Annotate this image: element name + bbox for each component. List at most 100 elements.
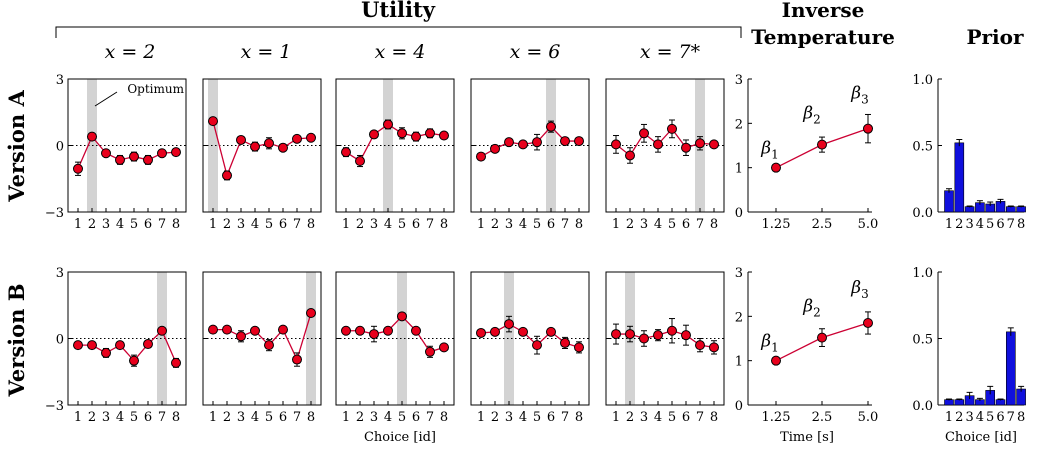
xtick-label-r1-p4: 6: [547, 217, 555, 232]
data-point-r2-p4: [574, 342, 584, 353]
prior-bar-r2: [954, 399, 965, 406]
data-point-r1-p2: [250, 141, 260, 152]
data-point-r1-p2: [222, 170, 232, 181]
ytick-label-r2-p1: −3: [45, 399, 64, 414]
prior-ytick-label-r2: 0.5: [912, 333, 933, 348]
beta-xtick-label-r2: 5.0: [858, 410, 879, 425]
beta-ytick-label-r2: 0: [735, 399, 743, 414]
data-point-r1-p2: [236, 134, 246, 145]
data-point-r1-p3: [383, 119, 393, 130]
prior-xtick-label-r1: 1: [945, 217, 953, 232]
xtick-label-r1-p3: 5: [398, 217, 406, 232]
panel-title-5: x = 7*: [640, 41, 701, 63]
optimum-band-r1-p2: [208, 79, 218, 212]
xtick-label-r1-p2: 4: [251, 217, 259, 232]
data-point-r2-p4: [560, 337, 570, 348]
utility-bracket: [55, 26, 742, 38]
data-point-r1-p1: [143, 154, 153, 165]
xtick-label-r2-p1: 2: [88, 410, 96, 425]
data-point-r2-p5: [639, 333, 649, 344]
prior-xlabel: Choice [id]: [945, 430, 1017, 445]
ytick-label-r2-p1: 0: [56, 333, 64, 348]
xtick-label-r1-p1: 3: [102, 217, 110, 232]
data-point-r1-p4: [490, 143, 500, 154]
data-point-r1-p5: [695, 138, 705, 149]
data-point-r1-p1: [101, 148, 111, 159]
data-point-r1-p5: [625, 150, 635, 161]
data-point-r2-p3: [397, 311, 407, 322]
data-point-r1-p1: [87, 131, 97, 142]
xtick-label-r1-p5: 1: [612, 217, 620, 232]
data-point-r1-p4: [560, 136, 570, 147]
xtick-label-r1-p3: 6: [412, 217, 420, 232]
prior-bar-r1: [954, 142, 965, 213]
prior-xtick-label-r2: 1: [945, 410, 953, 425]
prior-bar-r2: [1005, 331, 1016, 406]
data-point-r2-p3: [425, 346, 435, 357]
prior-xtick-label-r2: 4: [976, 410, 984, 425]
xtick-label-r2-p5: 3: [640, 410, 648, 425]
beta-ytick-label-r1: 0: [735, 206, 743, 221]
xtick-label-r2-p4: 6: [547, 410, 555, 425]
xtick-label-r2-p4: 1: [477, 410, 485, 425]
data-point-r2-p1: [115, 340, 125, 351]
xtick-label-r2-p4: 4: [519, 410, 527, 425]
data-point-r1-p3: [411, 131, 421, 142]
xtick-label-r2-p4: 8: [575, 410, 583, 425]
xtick-label-r1-p3: 4: [384, 217, 392, 232]
xtick-label-r1-p5: 4: [654, 217, 662, 232]
data-point-r2-p4: [546, 326, 556, 337]
data-point-r1-p2: [278, 142, 288, 153]
data-point-r1-p4: [518, 139, 528, 150]
data-point-r2-p5: [625, 329, 635, 340]
prior-ytick-label-r1: 1.0: [912, 73, 933, 88]
xtick-label-r2-p5: 5: [668, 410, 676, 425]
xtick-label-r2-p4: 5: [533, 410, 541, 425]
data-point-r1-p3: [397, 128, 407, 139]
prior-title: Prior: [966, 25, 1024, 49]
xtick-label-r1-p5: 6: [682, 217, 690, 232]
xtick-label-r1-p5: 5: [668, 217, 676, 232]
data-point-r2-p3: [355, 325, 365, 336]
series-line-r1-p2: [212, 120, 312, 178]
beta-point-r1: [771, 162, 781, 173]
beta-label-r2: β3: [850, 278, 868, 301]
panel-title-4: x = 6: [510, 41, 561, 63]
xtick-label-r2-p2: 4: [251, 410, 259, 425]
ytick-label-r1-p1: −3: [45, 206, 64, 221]
data-point-r2-p3: [439, 342, 449, 353]
ytick-label-r1-p1: 3: [56, 73, 64, 88]
xtick-label-r2-p2: 6: [279, 410, 287, 425]
data-point-r1-p1: [115, 154, 125, 165]
xtick-label-r2-p1: 1: [74, 410, 82, 425]
xtick-label-r2-p1: 5: [130, 410, 138, 425]
data-point-r1-p4: [546, 121, 556, 132]
utility-xlabel: Choice [id]: [364, 430, 436, 445]
beta-point-r2: [771, 355, 781, 366]
xtick-label-r2-p2: 2: [223, 410, 231, 425]
xtick-label-r1-p1: 5: [130, 217, 138, 232]
xtick-label-r1-p1: 2: [88, 217, 96, 232]
beta-label-r1: β1: [760, 139, 778, 162]
xtick-label-r2-p3: 6: [412, 410, 420, 425]
beta-xtick-label-r2: 1.25: [762, 410, 791, 425]
xtick-label-r1-p5: 3: [640, 217, 648, 232]
xtick-label-r2-p2: 3: [237, 410, 245, 425]
data-point-r2-p4: [490, 326, 500, 337]
data-point-r2-p5: [653, 330, 663, 341]
data-point-r2-p1: [101, 347, 111, 358]
data-point-r1-p1: [129, 151, 139, 162]
data-point-r2-p2: [292, 354, 302, 365]
prior-xtick-label-r2: 8: [1017, 410, 1025, 425]
xtick-label-r2-p3: 3: [370, 410, 378, 425]
xtick-label-r2-p3: 1: [342, 410, 350, 425]
data-point-r2-p4: [504, 319, 514, 330]
prior-xtick-label-r1: 7: [1007, 217, 1015, 232]
prior-xtick-label-r1: 2: [955, 217, 963, 232]
data-point-r2-p5: [611, 329, 621, 340]
data-point-r2-p1: [73, 340, 83, 351]
data-point-r2-p4: [518, 326, 528, 337]
xtick-label-r2-p5: 4: [654, 410, 662, 425]
data-point-r1-p3: [425, 128, 435, 139]
xtick-label-r2-p3: 7: [426, 410, 434, 425]
